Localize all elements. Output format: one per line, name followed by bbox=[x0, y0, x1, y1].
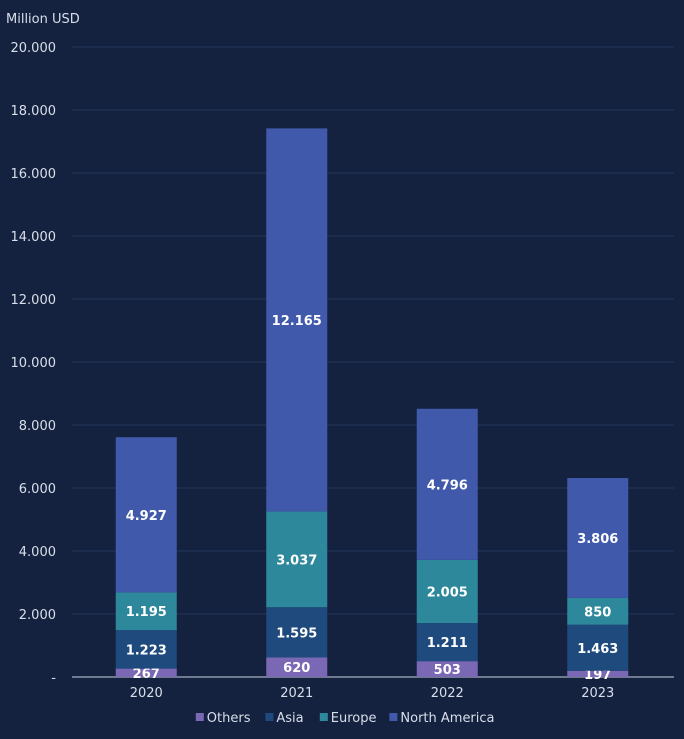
bar-stack-2022: 503 1.211 2.005 4.796 bbox=[416, 408, 478, 678]
y-axis-unit-label: Million USD bbox=[6, 12, 80, 27]
x-tick-label: 2022 bbox=[431, 686, 464, 701]
data-label: 12.165 bbox=[272, 314, 322, 329]
y-tick-label: 12.000 bbox=[11, 293, 57, 308]
bar-segment-others bbox=[416, 661, 478, 677]
bar-segment-others bbox=[115, 668, 177, 677]
data-label: 850 bbox=[584, 605, 611, 620]
y-tick-label: 8.000 bbox=[19, 419, 56, 434]
bars: 267 1.223 1.195 4.927 620 1.595 3.037 12.165 503… bbox=[115, 128, 629, 683]
data-label: 2.005 bbox=[427, 585, 468, 600]
legend-item-europe: Europe bbox=[319, 711, 377, 726]
y-tick-label: 18.000 bbox=[11, 104, 57, 119]
data-label: 503 bbox=[434, 663, 461, 678]
x-tick-label: 2021 bbox=[280, 686, 313, 701]
data-label: 1.463 bbox=[577, 642, 618, 657]
legend-swatch bbox=[319, 713, 328, 721]
y-tick-label: 4.000 bbox=[19, 545, 56, 560]
legend-label: North America bbox=[400, 711, 494, 726]
bar-segment-asia bbox=[416, 623, 478, 662]
bar-segment-north-america bbox=[567, 478, 629, 598]
y-tick-label: 14.000 bbox=[11, 230, 57, 245]
bar-segment-europe bbox=[115, 592, 177, 631]
y-tick-label: 20.000 bbox=[11, 41, 57, 56]
bar-segment-north-america bbox=[416, 408, 478, 560]
data-label: 4.796 bbox=[427, 478, 468, 493]
data-label: 267 bbox=[133, 667, 160, 682]
data-label: 620 bbox=[283, 661, 310, 676]
legend-item-asia: Asia bbox=[265, 711, 304, 726]
x-axis-tick-labels: 2020 2021 2022 2023 bbox=[130, 686, 615, 701]
data-label: 3.806 bbox=[577, 532, 618, 547]
bar-segment-north-america bbox=[115, 437, 177, 593]
legend-swatch bbox=[265, 713, 274, 721]
bar-segment-asia bbox=[567, 624, 629, 671]
bar-stack-2023: 197 1.463 850 3.806 bbox=[567, 478, 629, 683]
bar-segment-others bbox=[266, 657, 328, 677]
bar-segment-asia bbox=[266, 607, 328, 658]
y-tick-label: 2.000 bbox=[19, 608, 56, 623]
legend-label: Europe bbox=[331, 711, 377, 726]
bar-segment-north-america bbox=[266, 128, 328, 512]
data-label: 1.595 bbox=[276, 626, 317, 641]
legend: Others Asia Europe North America bbox=[195, 711, 495, 726]
legend-label: Others bbox=[207, 711, 251, 726]
y-tick-label: 10.000 bbox=[11, 356, 57, 371]
legend-item-others: Others bbox=[195, 711, 251, 726]
legend-label: Asia bbox=[276, 711, 303, 726]
bar-segment-europe bbox=[416, 559, 478, 624]
data-label: 1.195 bbox=[126, 605, 167, 620]
bar-segment-asia bbox=[115, 630, 177, 669]
y-tick-label: 6.000 bbox=[19, 482, 56, 497]
x-tick-label: 2023 bbox=[581, 686, 614, 701]
y-tick-label: 16.000 bbox=[11, 167, 57, 182]
x-tick-label: 2020 bbox=[130, 686, 163, 701]
data-label: 3.037 bbox=[276, 553, 317, 568]
data-label: 4.927 bbox=[126, 509, 167, 524]
legend-item-north-america: North America bbox=[389, 711, 495, 726]
legend-swatch bbox=[195, 713, 204, 721]
y-axis-tick-labels: - 2.000 4.000 6.000 8.000 10.000 12.000 14.000 1… bbox=[11, 41, 57, 686]
data-label: 197 bbox=[584, 668, 611, 683]
bar-stack-2020: 267 1.223 1.195 4.927 bbox=[115, 437, 177, 682]
y-tick-label: - bbox=[51, 671, 56, 686]
legend-swatch bbox=[389, 713, 398, 721]
data-label: 1.211 bbox=[427, 636, 468, 651]
bar-segment-europe bbox=[266, 511, 328, 608]
bar-segment-others bbox=[567, 670, 629, 677]
bar-segment-europe bbox=[567, 597, 629, 625]
bar-stack-2021: 620 1.595 3.037 12.165 bbox=[266, 128, 328, 677]
data-label: 1.223 bbox=[126, 643, 167, 658]
